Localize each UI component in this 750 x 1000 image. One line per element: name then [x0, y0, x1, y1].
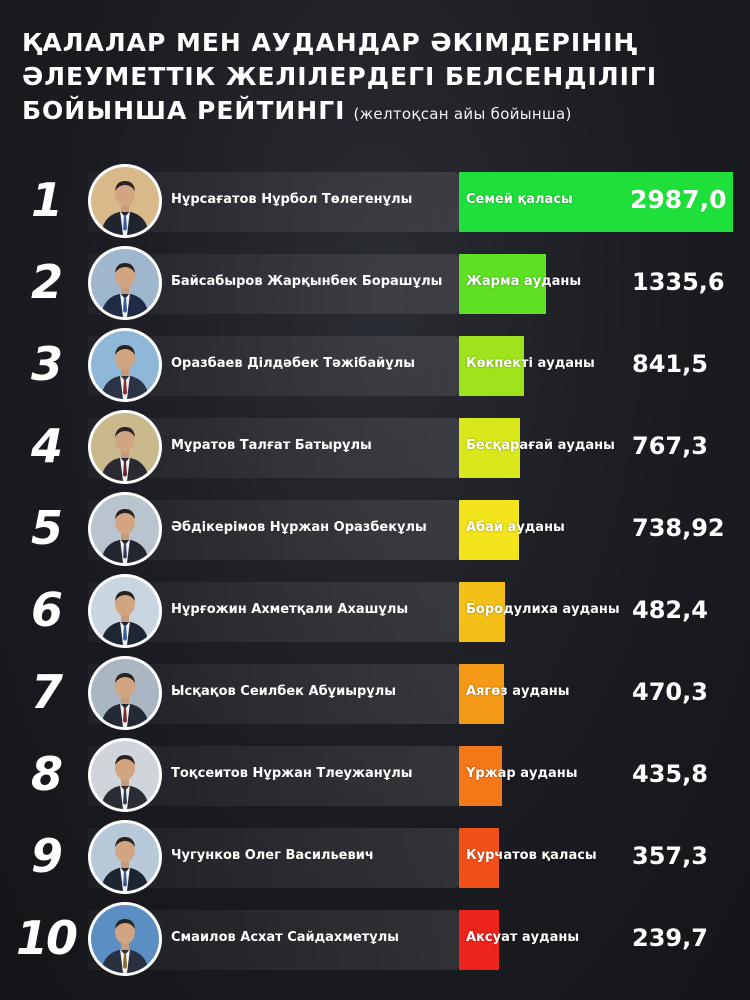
- title-line-3-text: БОЙЫНША РЕЙТИНГІ: [22, 96, 346, 125]
- portrait-photo: [88, 410, 162, 484]
- portrait-photo: [88, 902, 162, 976]
- value-label: 738,92: [632, 514, 725, 542]
- rank-number: 5: [30, 501, 63, 555]
- chart-bar: [459, 254, 546, 314]
- value-label: 435,8: [632, 760, 708, 788]
- official-name: Тоқсеитов Нұржан Тлеужанұлы: [171, 766, 413, 781]
- rank-number: 7: [30, 665, 63, 719]
- value-label: 767,3: [632, 432, 708, 460]
- value-label: 357,3: [632, 842, 708, 870]
- ranking-row: 6 Нұрғожин Ахметқали Ахашұлы Бородулиха ау…: [0, 574, 750, 648]
- ranking-row: 8 Тоқсеитов Нұржан Тлеужанұлы Үржар ауданы…: [0, 738, 750, 812]
- region-label: Бородулиха ауданы: [466, 602, 620, 617]
- official-name: Әбдікерімов Нұржан Оразбекұлы: [171, 520, 427, 535]
- chart-bar: [459, 582, 505, 642]
- ranking-row: 9 Чугунков Олег Васильевич Курчатов қаласы…: [0, 820, 750, 894]
- official-name: Нұрғожин Ахметқали Ахашұлы: [171, 602, 409, 617]
- ranking-row: 1 Нұрсағатов Нұрбол Төлегенұлы Семей қалас…: [0, 164, 750, 238]
- chart-title: ҚАЛАЛАР МЕН АУДАНДАР ӘКІМДЕРІНІҢ ӘЛЕУМЕТ…: [22, 26, 732, 131]
- value-label: 482,4: [632, 596, 708, 624]
- official-name: Ысқақов Сеилбек Абұиырұлы: [171, 684, 397, 699]
- value-label: 239,7: [632, 924, 708, 952]
- value-label: 841,5: [632, 350, 708, 378]
- region-label: Курчатов қаласы: [466, 848, 597, 863]
- ranking-row: 4 Мұратов Талғат Батырұлы Бесқарағай аудан…: [0, 410, 750, 484]
- chart-bar: [459, 664, 504, 724]
- portrait-photo: [88, 574, 162, 648]
- ranking-row: 7 Ысқақов Сеилбек Абұиырұлы Аягөз ауданы 47…: [0, 656, 750, 730]
- value-label: 470,3: [632, 678, 708, 706]
- ranking-row: 10 Смаилов Асхат Сайдахметұлы Аксуат аудан…: [0, 902, 750, 976]
- portrait-photo: [88, 820, 162, 894]
- region-label: Аягөз ауданы: [466, 684, 570, 699]
- official-name: Мұратов Талғат Батырұлы: [171, 438, 372, 453]
- region-label: Көкпекті ауданы: [466, 356, 595, 371]
- chart-bar: [459, 172, 733, 232]
- region-label: Аксуат ауданы: [466, 930, 580, 945]
- portrait-photo: [88, 492, 162, 566]
- portrait-photo: [88, 246, 162, 320]
- region-label: Жарма ауданы: [466, 274, 582, 289]
- chart-bar: [459, 746, 502, 806]
- region-label: Бесқарағай ауданы: [466, 438, 615, 453]
- rank-number: 6: [30, 583, 63, 637]
- region-label: Үржар ауданы: [466, 766, 578, 781]
- chart-bar: [459, 500, 519, 560]
- chart-bar: [459, 828, 499, 888]
- chart-bar: [459, 910, 499, 970]
- rank-number: 8: [30, 747, 63, 801]
- chart-bar: [459, 418, 520, 478]
- official-name: Байсабыров Жарқынбек Борашұлы: [171, 274, 443, 289]
- rank-number: 4: [30, 419, 63, 473]
- title-line-2: ӘЛЕУМЕТТІК ЖЕЛІЛЕРДЕГІ БЕЛСЕНДІЛІГІ: [22, 62, 658, 91]
- chart-bar: [459, 336, 524, 396]
- title-line-3: БОЙЫНША РЕЙТИНГІ (желтоқсан айы бойынша): [22, 94, 732, 131]
- region-label: Абай ауданы: [466, 520, 565, 535]
- portrait-photo: [88, 656, 162, 730]
- title-line-1: ҚАЛАЛАР МЕН АУДАНДАР ӘКІМДЕРІНІҢ: [22, 28, 639, 57]
- ranking-row: 3 Оразбаев Ділдәбек Тәжібайұлы Көкпекті ау…: [0, 328, 750, 402]
- rank-number: 3: [30, 337, 63, 391]
- official-name: Оразбаев Ділдәбек Тәжібайұлы: [171, 356, 416, 371]
- official-name: Чугунков Олег Васильевич: [171, 848, 374, 863]
- chart-subtitle: (желтоқсан айы бойынша): [353, 105, 572, 123]
- official-name: Нұрсағатов Нұрбол Төлегенұлы: [171, 192, 413, 207]
- portrait-photo: [88, 164, 162, 238]
- rank-number: 2: [30, 255, 63, 309]
- portrait-photo: [88, 738, 162, 812]
- region-label: Семей қаласы: [466, 192, 573, 207]
- ranking-row: 5 Әбдікерімов Нұржан Оразбекұлы Абай аудан…: [0, 492, 750, 566]
- portrait-photo: [88, 328, 162, 402]
- value-label: 1335,6: [632, 268, 725, 296]
- rank-number: 9: [30, 829, 63, 883]
- value-label: 2987,0: [630, 185, 727, 214]
- rank-number: 10: [15, 911, 78, 965]
- ranking-row: 2 Байсабыров Жарқынбек Борашұлы Жарма ауда…: [0, 246, 750, 320]
- official-name: Смаилов Асхат Сайдахметұлы: [171, 930, 400, 945]
- rank-number: 1: [30, 173, 63, 227]
